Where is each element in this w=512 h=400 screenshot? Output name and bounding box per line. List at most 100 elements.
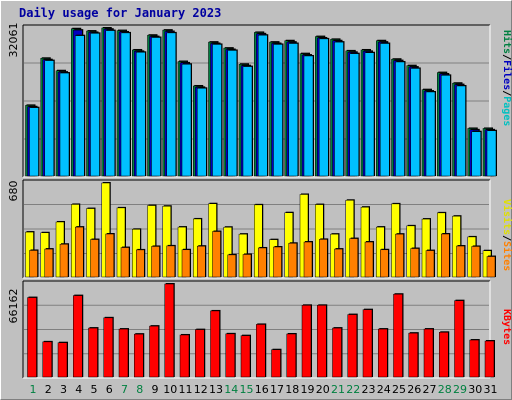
bar-kbytes-day-20 bbox=[317, 305, 327, 378]
bar-sites-day-6 bbox=[105, 233, 114, 278]
bar-sites-day-17 bbox=[273, 246, 282, 278]
legend-entry: Hits bbox=[501, 30, 512, 54]
bar-sites-day-23 bbox=[364, 241, 374, 278]
bar-pages-day-16 bbox=[258, 34, 268, 177]
bar-kbytes-day-5 bbox=[88, 327, 98, 378]
bar-sites-day-7 bbox=[120, 247, 130, 278]
x-tick-day-9: 9 bbox=[152, 383, 159, 396]
x-tick-day-8: 8 bbox=[136, 383, 143, 396]
bar-kbytes-day-19 bbox=[301, 305, 312, 378]
bar-sites-day-10 bbox=[166, 245, 175, 278]
bar-kbytes-day-26 bbox=[408, 332, 418, 378]
x-tick-day-17: 17 bbox=[270, 383, 284, 396]
bar-pages-day-1 bbox=[29, 107, 39, 177]
bar-kbytes-day-8 bbox=[134, 333, 144, 378]
x-tick-day-4: 4 bbox=[75, 383, 82, 396]
legend-entry: Files bbox=[501, 60, 512, 90]
bar-kbytes-day-1 bbox=[27, 297, 37, 378]
x-tick-day-21: 21 bbox=[331, 383, 345, 396]
bar-pages-day-9 bbox=[151, 37, 161, 177]
x-tick-day-30: 30 bbox=[468, 383, 482, 396]
bar-pages-day-30 bbox=[471, 131, 481, 177]
x-tick-day-2: 2 bbox=[45, 383, 52, 396]
x-tick-day-22: 22 bbox=[346, 383, 360, 396]
bar-sites-day-8 bbox=[136, 249, 145, 278]
bar-kbytes-day-11 bbox=[179, 334, 190, 378]
bar-kbytes-day-13 bbox=[210, 310, 220, 378]
bar-kbytes-day-3 bbox=[57, 342, 68, 378]
x-tick-day-10: 10 bbox=[163, 383, 177, 396]
bar-sites-day-20 bbox=[319, 239, 328, 278]
bar-sites-day-31 bbox=[486, 256, 496, 278]
x-tick-day-18: 18 bbox=[285, 383, 299, 396]
bar-kbytes-day-7 bbox=[118, 328, 129, 378]
chart-title: Daily usage for January 2023 bbox=[19, 6, 222, 20]
bar-pages-day-21 bbox=[334, 41, 344, 177]
bar-pages-day-18 bbox=[288, 43, 298, 177]
bar-pages-day-11 bbox=[181, 64, 192, 177]
bar-pages-day-13 bbox=[212, 44, 222, 177]
x-tick-day-7: 7 bbox=[121, 383, 128, 396]
bar-pages-day-19 bbox=[303, 55, 314, 177]
series-legend: KBytes bbox=[501, 309, 512, 345]
bar-kbytes-day-29 bbox=[454, 300, 464, 378]
bar-pages-day-3 bbox=[59, 72, 70, 177]
bar-pages-day-22 bbox=[349, 53, 359, 177]
x-tick-day-5: 5 bbox=[91, 383, 98, 396]
x-tick-day-16: 16 bbox=[255, 383, 269, 396]
x-tick-day-25: 25 bbox=[392, 383, 406, 396]
x-tick-day-24: 24 bbox=[377, 383, 391, 396]
bar-sites-day-25 bbox=[395, 233, 404, 278]
bar-pages-day-10 bbox=[166, 32, 176, 177]
legend-entry: / bbox=[501, 235, 512, 241]
bar-sites-day-24 bbox=[380, 249, 389, 278]
bar-kbytes-day-23 bbox=[362, 309, 373, 378]
bar-pages-day-5 bbox=[90, 33, 100, 177]
bar-pages-day-27 bbox=[425, 91, 436, 177]
legend-entry: Visits bbox=[501, 199, 512, 235]
bar-pages-day-31 bbox=[486, 130, 497, 177]
x-tick-day-27: 27 bbox=[423, 383, 437, 396]
bar-kbytes-day-25 bbox=[393, 293, 403, 378]
bar-sites-day-26 bbox=[410, 248, 419, 278]
bar-sites-day-21 bbox=[334, 248, 343, 278]
bar-sites-day-12 bbox=[197, 245, 206, 278]
series-legend: Hits/Files/Pages bbox=[501, 30, 512, 126]
bar-kbytes-day-2 bbox=[42, 341, 52, 378]
bar-pages-day-6 bbox=[105, 30, 115, 177]
x-tick-day-6: 6 bbox=[106, 383, 113, 396]
bar-kbytes-day-16 bbox=[256, 324, 266, 378]
bar-kbytes-day-24 bbox=[378, 328, 388, 378]
x-tick-day-12: 12 bbox=[194, 383, 208, 396]
bar-pages-day-17 bbox=[273, 44, 283, 177]
bar-sites-day-30 bbox=[471, 246, 480, 278]
y-max-label: 680 bbox=[7, 181, 20, 202]
legend-entry: Pages bbox=[501, 96, 512, 126]
x-tick-day-31: 31 bbox=[484, 383, 498, 396]
bar-sites-day-28 bbox=[441, 233, 450, 278]
x-tick-day-3: 3 bbox=[60, 383, 67, 396]
bar-kbytes-day-6 bbox=[103, 317, 113, 378]
bar-kbytes-day-21 bbox=[332, 327, 342, 378]
bar-kbytes-day-10 bbox=[164, 283, 174, 378]
bar-kbytes-day-30 bbox=[469, 339, 479, 378]
bar-sites-day-1 bbox=[29, 250, 38, 278]
y-max-label: 66162 bbox=[7, 289, 20, 324]
bar-kbytes-day-18 bbox=[286, 333, 296, 378]
bar-pages-day-7 bbox=[120, 32, 131, 177]
y-max-label: 32061 bbox=[7, 23, 20, 58]
legend-entry: / bbox=[501, 90, 512, 96]
bar-pages-day-15 bbox=[242, 66, 253, 177]
bar-kbytes-day-15 bbox=[240, 335, 251, 378]
x-tick-day-15: 15 bbox=[240, 383, 254, 396]
bar-kbytes-day-22 bbox=[347, 314, 357, 378]
x-tick-day-29: 29 bbox=[453, 383, 467, 396]
bar-pages-day-24 bbox=[380, 43, 390, 177]
bar-sites-day-11 bbox=[181, 249, 191, 278]
bar-sites-day-22 bbox=[349, 238, 358, 278]
bar-kbytes-day-12 bbox=[195, 329, 205, 378]
x-tick-day-13: 13 bbox=[209, 383, 223, 396]
bar-pages-day-28 bbox=[441, 75, 451, 177]
x-tick-day-1: 1 bbox=[30, 383, 37, 396]
